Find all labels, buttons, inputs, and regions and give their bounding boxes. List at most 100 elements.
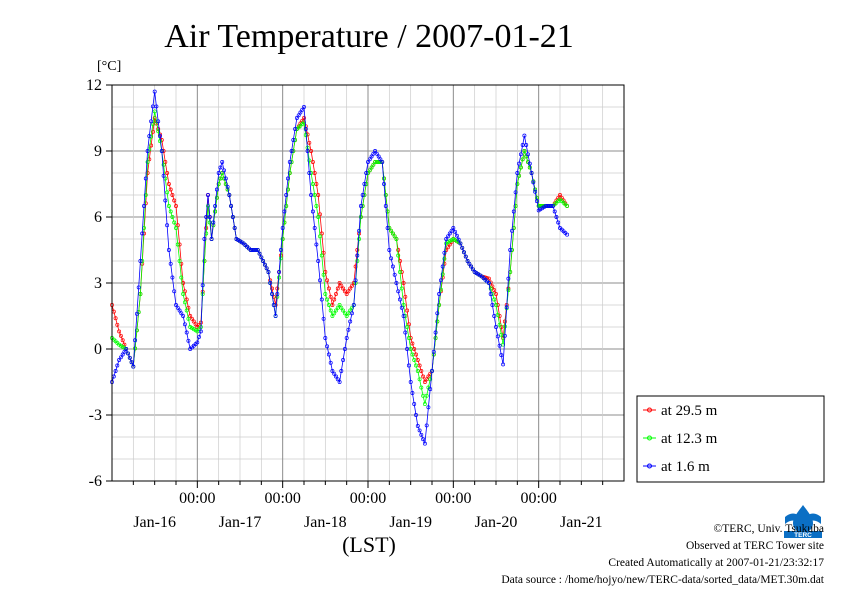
data-point [197, 334, 202, 339]
data-point [502, 333, 507, 338]
data-point [547, 204, 552, 208]
data-point [367, 168, 372, 173]
data-point [405, 325, 410, 329]
logo-bar [784, 531, 822, 538]
data-point [314, 242, 319, 247]
data-point [412, 358, 417, 362]
data-point [170, 193, 175, 197]
legend-marker [647, 435, 652, 441]
data-point [494, 292, 498, 296]
data-point [358, 215, 363, 219]
data-point [446, 245, 450, 250]
data-point [339, 369, 344, 373]
data-point [179, 311, 184, 316]
data-point [456, 237, 461, 242]
data-point [186, 305, 191, 310]
data-point [152, 89, 157, 94]
data-point [309, 193, 314, 197]
data-point [136, 285, 141, 290]
data-point [364, 171, 369, 175]
data-point [426, 374, 431, 379]
data-point [182, 289, 187, 294]
data-point [488, 292, 493, 296]
data-point [421, 374, 426, 379]
data-point [390, 231, 395, 236]
data-point [447, 231, 452, 236]
data-point [520, 157, 525, 162]
data-point [149, 119, 154, 124]
data-point [495, 312, 500, 317]
data-point [518, 165, 523, 170]
data-point [291, 138, 296, 142]
data-point [318, 212, 322, 217]
x-time-label: 00:00 [179, 490, 215, 507]
data-point [312, 171, 317, 175]
data-point [342, 347, 347, 351]
grid-lines [112, 84, 624, 482]
data-point [435, 311, 440, 316]
data-point [378, 157, 383, 162]
data-point [335, 286, 340, 291]
data-point [369, 165, 374, 170]
data-point [262, 262, 267, 267]
data-point [126, 351, 130, 356]
data-point [554, 198, 559, 203]
data-point [184, 308, 189, 313]
data-point [421, 393, 426, 398]
data-point [494, 303, 498, 307]
data-point [419, 385, 424, 390]
data-point [428, 387, 433, 392]
data-point [406, 322, 411, 327]
data-point [486, 276, 491, 281]
data-point [156, 119, 161, 124]
chart-title: Air Temperature / 2007-01-21 [164, 18, 574, 55]
data-point [323, 336, 328, 340]
data-point [211, 220, 216, 225]
data-point [223, 176, 228, 181]
data-point [227, 193, 232, 197]
data-point [406, 363, 411, 368]
data-point [186, 316, 191, 321]
data-point [440, 264, 445, 269]
data-point [298, 121, 303, 126]
data-point [165, 223, 170, 228]
data-point [319, 231, 324, 236]
data-point [134, 328, 139, 333]
data-point [454, 233, 459, 238]
data-point [414, 363, 418, 368]
data-point [348, 319, 353, 324]
data-point [303, 127, 308, 131]
data-point [321, 316, 326, 321]
data-point [314, 204, 319, 208]
data-point [277, 270, 282, 274]
data-point [483, 275, 488, 280]
data-point [383, 193, 388, 197]
data-point [435, 319, 440, 324]
data-point [293, 127, 298, 131]
data-point [488, 286, 493, 291]
data-point [158, 139, 162, 144]
data-point [330, 369, 335, 373]
data-point [554, 215, 559, 219]
data-point [550, 204, 555, 208]
data-point [270, 286, 274, 291]
data-point [118, 333, 123, 338]
y-tick-label: 6 [94, 209, 102, 226]
data-point [174, 204, 178, 208]
x-day-label: Jan-20 [475, 514, 518, 531]
data-point [133, 338, 138, 343]
data-point [396, 289, 401, 294]
data-point [122, 349, 127, 354]
data-point [344, 292, 349, 296]
data-point [118, 355, 123, 360]
data-point [437, 303, 442, 307]
legend-marker [647, 463, 652, 469]
data-point [449, 228, 454, 233]
data-point [177, 308, 182, 313]
data-point [517, 161, 522, 166]
data-point [174, 226, 178, 230]
data-point [394, 237, 399, 241]
data-point [316, 215, 321, 219]
x-day-label: Jan-19 [389, 514, 432, 531]
data-point [462, 250, 466, 255]
